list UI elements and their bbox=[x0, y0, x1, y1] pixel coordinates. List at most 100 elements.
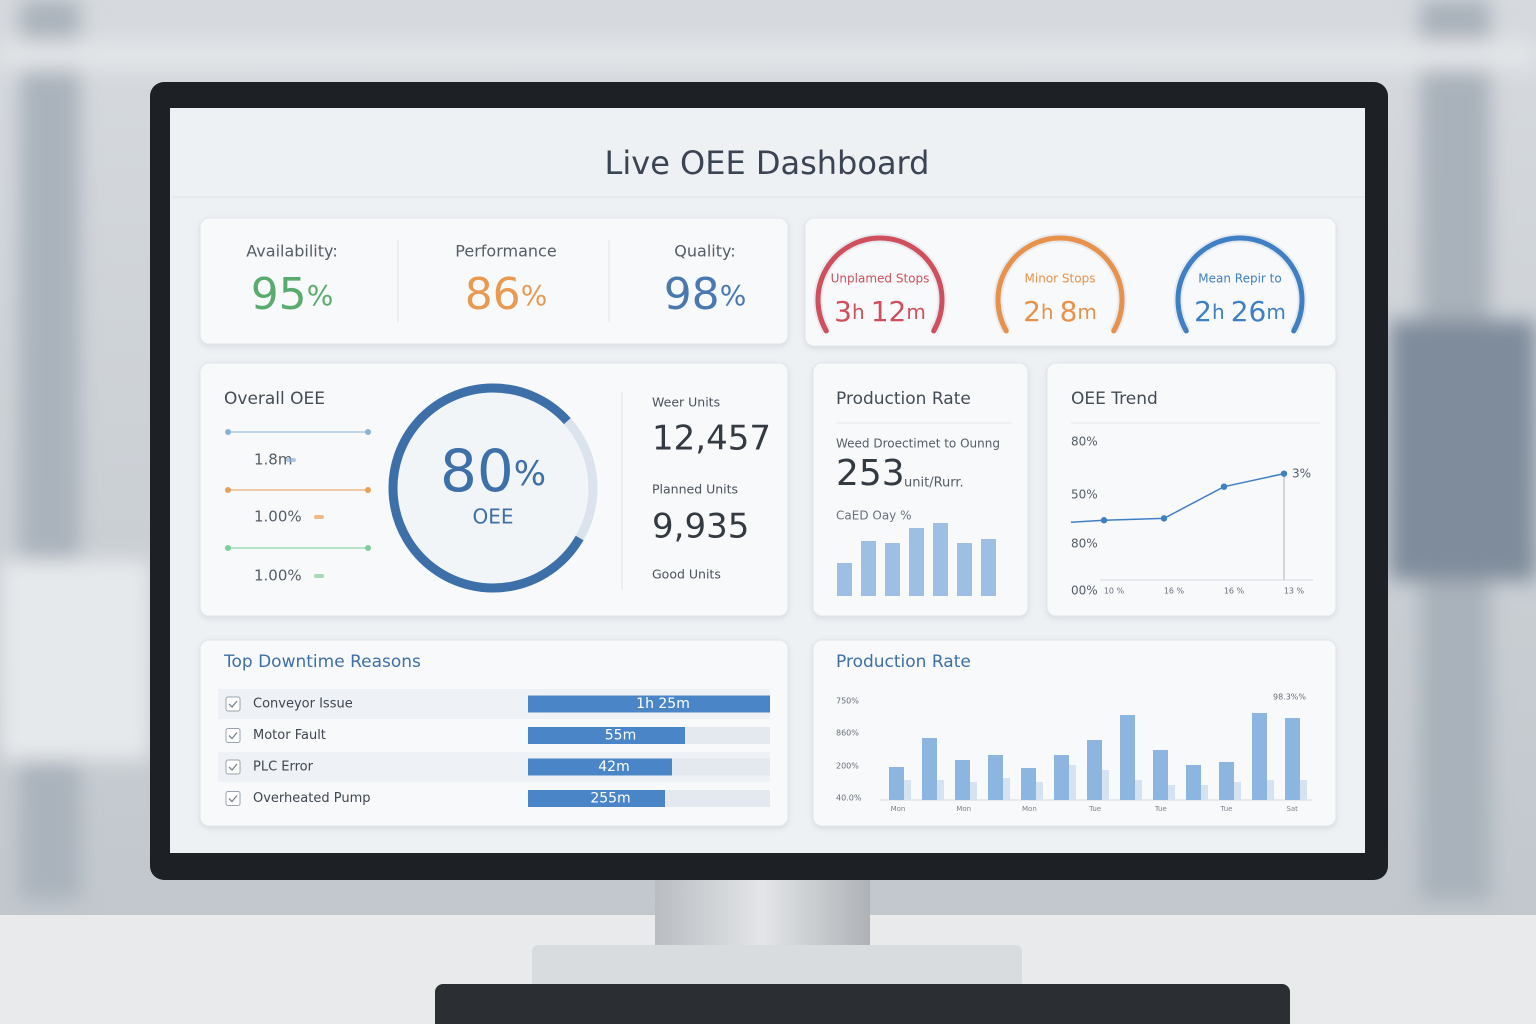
side-tag bbox=[314, 515, 324, 519]
gauge-label: Mean Repir to bbox=[1198, 272, 1281, 286]
check bbox=[228, 732, 238, 740]
bar bbox=[1132, 780, 1142, 800]
bar bbox=[1087, 740, 1102, 800]
units-label: Weer Units bbox=[652, 395, 720, 410]
reason-bar bbox=[528, 695, 770, 713]
bar bbox=[909, 528, 924, 596]
gauge-arc bbox=[1175, 235, 1305, 334]
side-dot bbox=[225, 487, 231, 493]
gauge-value: 2h 26m bbox=[1194, 295, 1286, 328]
check bbox=[228, 700, 238, 708]
side-tag bbox=[314, 574, 324, 578]
x-label: Tue bbox=[1220, 805, 1233, 813]
bar bbox=[861, 541, 876, 596]
pillar bbox=[20, 0, 80, 900]
bar bbox=[1231, 782, 1241, 800]
x-label: Sat bbox=[1286, 805, 1298, 813]
bar bbox=[1066, 765, 1076, 800]
card-title: Top Downtime Reasons bbox=[223, 652, 421, 672]
bar bbox=[1285, 718, 1300, 800]
gauge-label: Minor Stops bbox=[1025, 272, 1096, 286]
reason-bar bbox=[528, 790, 665, 807]
card-title: Overall OEE bbox=[224, 389, 325, 409]
reason-value: 255m bbox=[590, 791, 630, 807]
reason-bar bbox=[528, 727, 685, 744]
checkbox bbox=[225, 791, 241, 806]
bar bbox=[901, 780, 911, 800]
bar bbox=[1198, 785, 1208, 800]
checkbox bbox=[225, 696, 241, 712]
oee-label: OEE bbox=[472, 505, 513, 529]
checkbox bbox=[225, 728, 241, 743]
gauge-hours: 2 bbox=[1023, 295, 1041, 328]
kpi-value: 86% bbox=[465, 269, 548, 320]
trend-point bbox=[1280, 470, 1288, 477]
bar bbox=[955, 760, 970, 800]
gauge-m: m bbox=[1266, 300, 1285, 324]
bar bbox=[1186, 765, 1201, 800]
kpi-number: 98 bbox=[664, 269, 720, 320]
units-label: Good Units bbox=[652, 567, 721, 582]
y-label: 200% bbox=[836, 762, 859, 771]
card bbox=[1046, 362, 1337, 617]
bar bbox=[1054, 755, 1069, 800]
bar bbox=[988, 755, 1003, 800]
x-label: Tue bbox=[1154, 805, 1167, 813]
oee-value: 80% bbox=[440, 437, 546, 505]
factory-blur bbox=[0, 0, 1536, 900]
x-label: 16 % bbox=[1224, 587, 1245, 596]
gauge-value: 3h 12m bbox=[834, 295, 926, 328]
units-value: 9,935 bbox=[652, 507, 749, 547]
units-value: 12,457 bbox=[652, 419, 771, 459]
gauge-hours: 3 bbox=[834, 295, 852, 328]
side-value: 1.00% bbox=[254, 567, 302, 585]
side-value: 1.8m bbox=[254, 451, 292, 469]
y-label: 80% bbox=[1071, 435, 1098, 449]
x-label: Mon bbox=[891, 805, 906, 813]
card bbox=[199, 217, 789, 345]
bar bbox=[967, 782, 977, 800]
bar bbox=[1000, 778, 1010, 800]
kpi-unit: % bbox=[521, 279, 548, 312]
bar bbox=[1297, 780, 1307, 800]
bar bbox=[889, 767, 904, 800]
y-label: 750% bbox=[836, 697, 859, 706]
x-label: 13 % bbox=[1284, 587, 1305, 596]
monitor-stand bbox=[655, 878, 870, 950]
gauge-h: h bbox=[1041, 300, 1054, 324]
side-dot bbox=[225, 545, 231, 551]
trend-point bbox=[1160, 515, 1168, 522]
kpi-label: Availability: bbox=[246, 242, 337, 261]
units-label: Planned Units bbox=[652, 482, 738, 497]
rate-caption: CaED Oay % bbox=[836, 509, 912, 523]
reason-value: 55m bbox=[605, 728, 636, 744]
reason-bar bbox=[528, 758, 672, 776]
dashboard-title: Live OEE Dashboard bbox=[605, 144, 930, 182]
x-label: Tue bbox=[1088, 805, 1101, 813]
gauge-minutes: 8 bbox=[1060, 295, 1078, 328]
gauge-m: m bbox=[1077, 300, 1096, 324]
bar bbox=[957, 543, 972, 596]
kpi-label: Performance bbox=[455, 242, 556, 261]
bar bbox=[1264, 780, 1274, 800]
bar bbox=[1099, 770, 1109, 800]
bar bbox=[981, 539, 996, 596]
reason-value: 1h 25m bbox=[636, 696, 690, 712]
trend-point bbox=[1100, 517, 1108, 524]
side-dot bbox=[365, 429, 371, 435]
kpi-value: 95% bbox=[251, 269, 334, 320]
reason-label: Overheated Pump bbox=[253, 791, 371, 806]
bar bbox=[922, 738, 937, 800]
kpi-label: Quality: bbox=[674, 242, 735, 261]
kpi-value: 98% bbox=[664, 269, 747, 320]
checkbox bbox=[225, 759, 241, 775]
bar bbox=[1219, 762, 1234, 800]
gauge-arc bbox=[995, 235, 1125, 334]
reason-label: Conveyor Issue bbox=[253, 697, 353, 712]
bar bbox=[837, 563, 852, 596]
bar bbox=[1153, 750, 1168, 800]
x-label: Mon bbox=[956, 805, 971, 813]
side-value: 1.00% bbox=[254, 508, 302, 526]
side-tag bbox=[286, 458, 296, 462]
